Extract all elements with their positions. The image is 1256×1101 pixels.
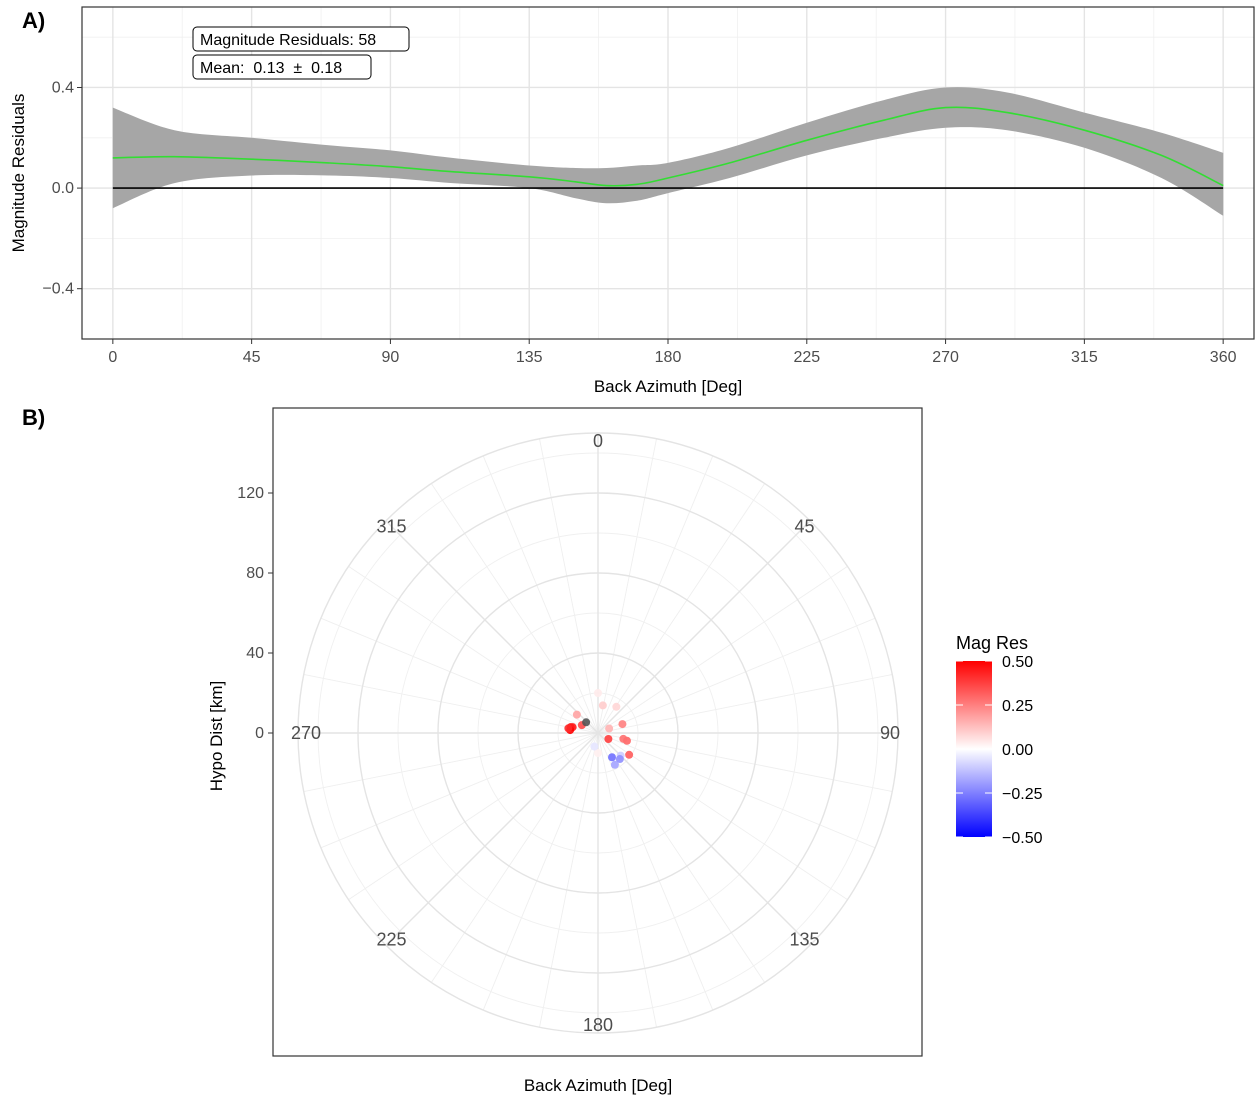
data-point <box>594 689 602 697</box>
angle-label: 45 <box>794 517 814 537</box>
minor-spoke <box>348 565 599 734</box>
minor-spoke <box>430 483 599 734</box>
minor-spoke <box>597 438 657 734</box>
data-point <box>619 734 628 743</box>
data-point <box>564 724 573 733</box>
x-tick-label: 225 <box>793 349 820 366</box>
y-tick-label: −0.4 <box>42 281 74 298</box>
data-point <box>612 702 621 711</box>
panel-a-x-axis-title: Back Azimuth [Deg] <box>594 377 742 396</box>
r-tick-label: 80 <box>246 565 264 582</box>
panel-b-x-axis-title: Back Azimuth [Deg] <box>524 1076 672 1095</box>
x-tick-label: 270 <box>932 349 959 366</box>
legend-tick-label: 0.50 <box>1002 654 1033 671</box>
angle-label: 315 <box>377 517 407 537</box>
data-point <box>572 710 581 719</box>
minor-spoke <box>539 732 599 1028</box>
minor-spoke <box>597 732 848 901</box>
annotation-mean: Mean: 0.13 ± 0.18 <box>200 60 342 77</box>
annotation-count: Magnitude Residuals: 58 <box>200 32 376 49</box>
x-tick-label: 360 <box>1210 349 1237 366</box>
minor-spoke <box>482 732 599 1011</box>
minor-spoke <box>597 483 766 734</box>
data-point <box>598 701 607 710</box>
x-tick-label: 135 <box>516 349 543 366</box>
minor-spoke <box>597 732 766 983</box>
minor-spoke <box>597 732 893 792</box>
y-tick-label: 0.4 <box>52 79 74 96</box>
y-tick-label: 0.0 <box>52 180 74 197</box>
data-point <box>605 724 614 733</box>
data-point <box>608 753 616 762</box>
angle-label: 225 <box>377 929 407 949</box>
r-tick-label: 40 <box>246 645 264 662</box>
color-legend: Mag Res 0.50 0.25 0.00 −0.25 −0.50 <box>956 633 1043 847</box>
minor-spoke <box>303 674 599 734</box>
x-tick-label: 45 <box>243 349 261 366</box>
data-point <box>618 720 627 729</box>
minor-spoke <box>430 732 599 983</box>
major-spoke <box>385 520 599 734</box>
data-point <box>604 735 613 743</box>
x-tick-label: 0 <box>108 349 117 366</box>
minor-spoke <box>320 617 599 734</box>
panel-a-smooth-plot: 0 45 90 135 180 225 270 315 360 0.4 0.0 −0.4 Back … <box>9 6 1255 396</box>
data-point <box>590 742 599 751</box>
minor-spoke <box>597 617 876 734</box>
minor-spoke <box>539 438 599 734</box>
major-spoke <box>385 732 599 946</box>
minor-spoke <box>597 732 657 1028</box>
legend-tick-label: 0.25 <box>1002 698 1033 715</box>
legend-tick-label: −0.50 <box>1002 830 1043 847</box>
annotation-count-box <box>192 26 410 52</box>
data-point <box>582 718 591 727</box>
minor-spoke <box>597 455 714 734</box>
angle-label: 135 <box>789 929 819 949</box>
legend-title: Mag Res <box>956 633 1028 653</box>
r-tick-label: 120 <box>237 485 264 502</box>
major-spoke <box>597 732 811 946</box>
legend-ticks: 0.50 0.25 0.00 −0.25 −0.50 <box>956 654 1043 847</box>
r-tick-label: 0 <box>255 725 264 742</box>
minor-spoke <box>303 732 599 792</box>
angle-label: 90 <box>880 723 900 743</box>
minor-spoke <box>320 732 599 849</box>
data-point <box>615 755 624 764</box>
polar-points <box>564 689 634 769</box>
major-spoke <box>597 520 811 734</box>
panel-b-y-axis-title: Hypo Dist [km] <box>207 681 226 792</box>
angle-label: 180 <box>583 1015 613 1035</box>
x-tick-label: 180 <box>655 349 682 366</box>
minor-spoke <box>348 732 599 901</box>
data-point <box>625 750 634 759</box>
minor-spoke <box>597 732 876 849</box>
confidence-ribbon <box>112 87 1224 216</box>
minor-spoke <box>597 732 714 1011</box>
x-tick-label: 315 <box>1071 349 1098 366</box>
angle-label: 0 <box>593 431 603 451</box>
minor-spoke <box>482 455 599 734</box>
minor-spoke <box>597 565 848 734</box>
annotation-mean-box <box>192 54 372 80</box>
data-point <box>594 749 602 757</box>
minor-spoke <box>597 674 893 734</box>
panel-b-polar-plot: 0 45 90 135 180 225 270 315 0 40 80 120 Back Azimu… <box>207 407 923 1095</box>
x-tick-label: 90 <box>382 349 400 366</box>
legend-tick-label: 0.00 <box>1002 742 1033 759</box>
smooth-line <box>112 106 1224 187</box>
angle-label: 270 <box>291 723 321 743</box>
panel-a-x-axis: 0 45 90 135 180 225 270 315 360 <box>108 339 1237 366</box>
polar-grid <box>297 432 899 1034</box>
data-point <box>610 760 619 769</box>
legend-tick-label: −0.25 <box>1002 786 1043 803</box>
polar-angle-labels: 0 45 90 135 180 225 270 315 <box>291 431 900 1035</box>
panel-a-y-axis-title: Magnitude Residuals <box>9 94 28 253</box>
panel-b-tag: B) <box>22 405 45 430</box>
panel-a-tag: A) <box>22 8 45 33</box>
panel-a-y-axis: 0.4 0.0 −0.4 <box>42 79 82 298</box>
panel-b-radial-axis: 0 40 80 120 <box>237 485 273 742</box>
